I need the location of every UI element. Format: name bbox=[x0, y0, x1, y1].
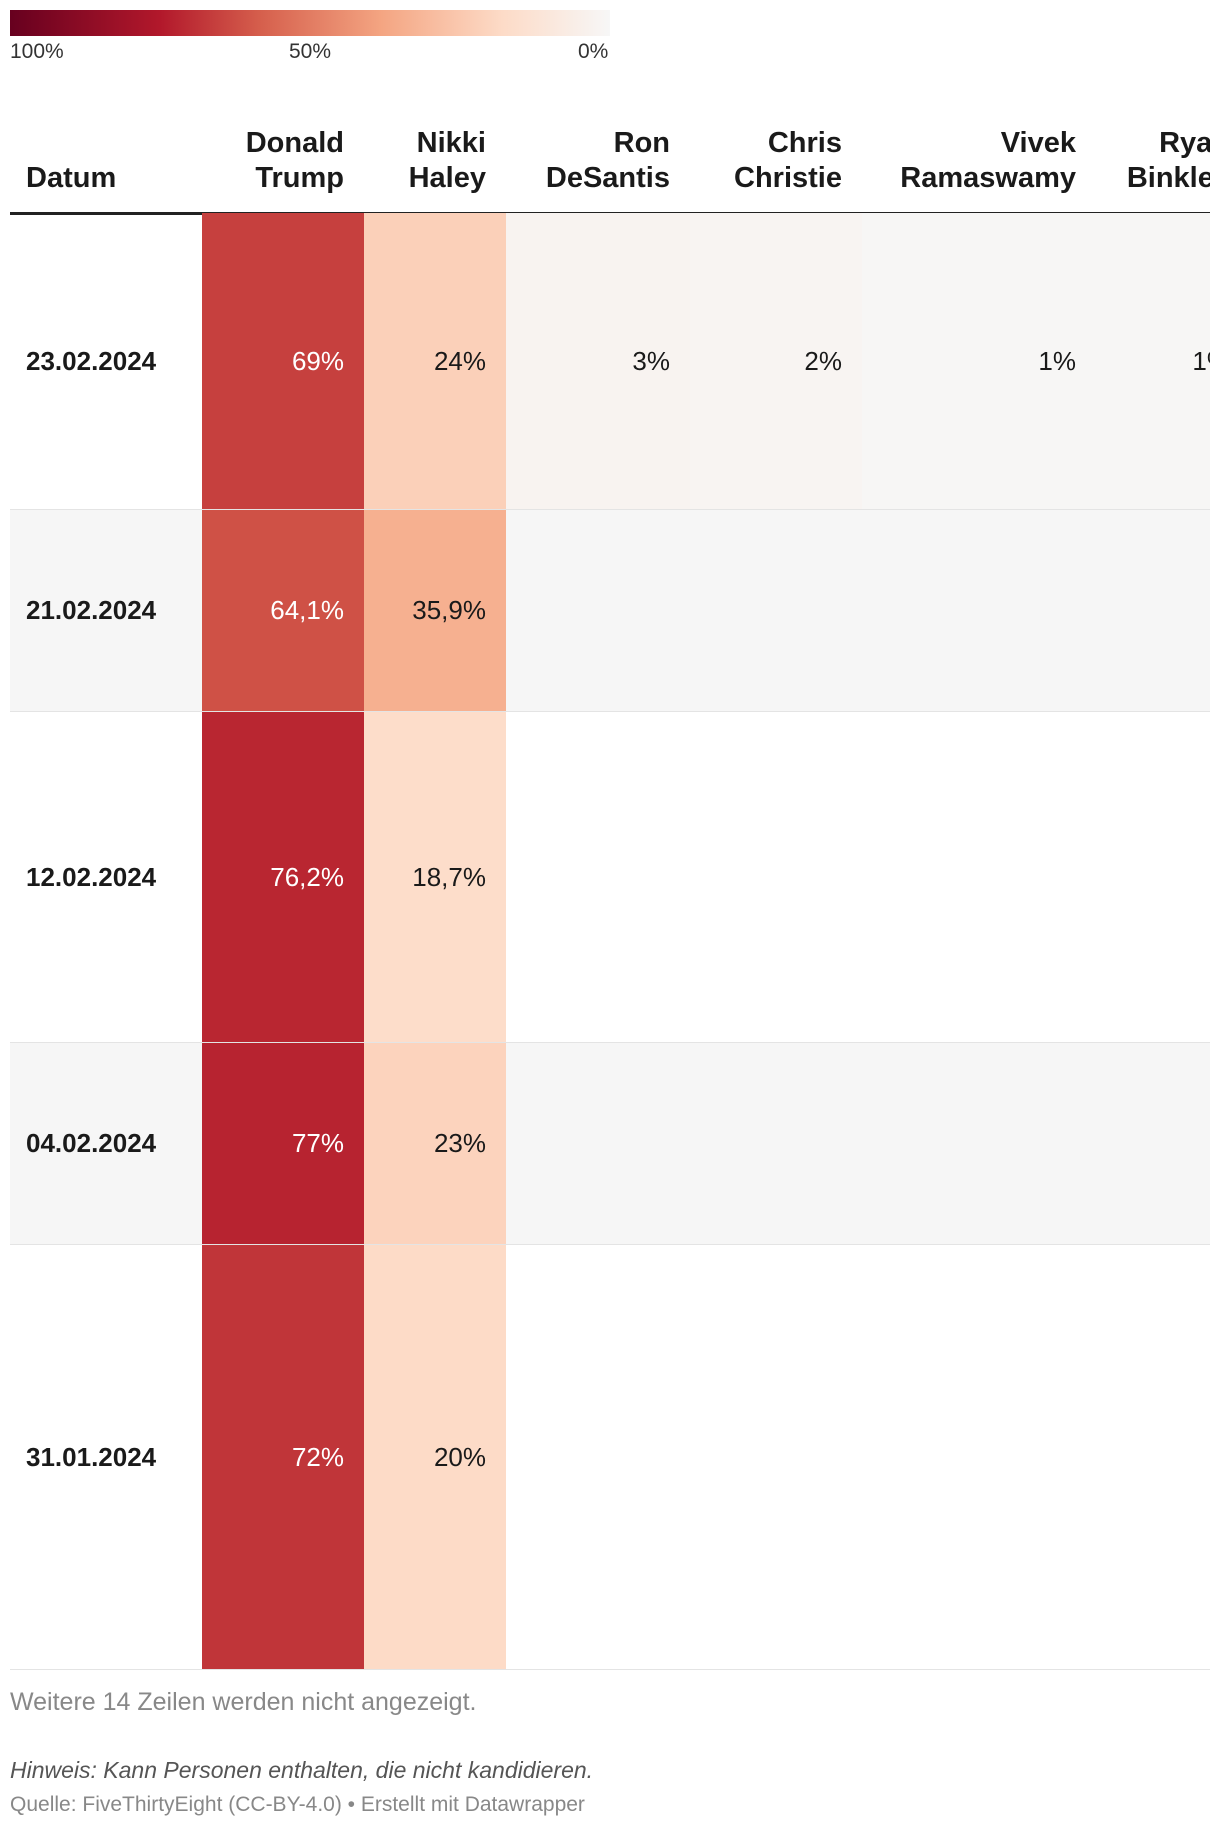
heatmap-cell: 35,9% bbox=[364, 510, 506, 711]
heatmap-cell bbox=[1096, 1043, 1210, 1244]
legend-tick-100: 100% bbox=[10, 40, 64, 63]
table-row: 12.02.2024 76,2% 18,7% bbox=[10, 712, 1210, 1043]
heatmap-cell bbox=[690, 712, 862, 1042]
legend-tick-0: 0% bbox=[578, 40, 609, 63]
header-candidate: Donald Trump bbox=[245, 127, 344, 194]
row-date: 21.02.2024 bbox=[26, 595, 157, 625]
heatmap-cell bbox=[690, 1245, 862, 1669]
row-date: 12.02.2024 bbox=[26, 861, 157, 892]
heatmap-cell: 20% bbox=[364, 1245, 506, 1669]
heatmap-cell bbox=[506, 1043, 690, 1244]
color-legend: 100% 50% 0% bbox=[10, 10, 610, 63]
heatmap-cell bbox=[1096, 1245, 1210, 1669]
heatmap-cell: 64,1% bbox=[202, 510, 364, 711]
heatmap-cell: 23% bbox=[364, 1043, 506, 1244]
heatmap-cell: 72% bbox=[202, 1245, 364, 1669]
heatmap-cell: 76,2% bbox=[202, 712, 364, 1042]
more-rows-note: Weitere 14 Zeilen werden nicht angezeigt… bbox=[10, 1688, 477, 1716]
poll-table: Datum Donald Trump Nikki Haley Ron DeSantis Chr… bbox=[10, 0, 1210, 1680]
heatmap-cell bbox=[690, 510, 862, 711]
heatmap-cell: 1% bbox=[862, 213, 1096, 509]
header-date: Datum bbox=[26, 162, 117, 194]
legend-tick-50: 50% bbox=[289, 40, 332, 63]
row-date: 31.01.2024 bbox=[26, 1441, 157, 1472]
row-date: 23.02.2024 bbox=[26, 345, 157, 376]
heatmap-cell bbox=[690, 1043, 862, 1244]
heatmap-cell bbox=[862, 1043, 1096, 1244]
source-line: Quelle: FiveThirtyEight (CC-BY-4.0) • Er… bbox=[10, 1793, 585, 1816]
header-candidate: Nikki Haley bbox=[408, 127, 486, 194]
heatmap-cell: 18,7% bbox=[364, 712, 506, 1042]
table-row: 31.01.2024 72% 20% bbox=[10, 1245, 1210, 1670]
table-row: 21.02.2024 64,1% 35,9% bbox=[10, 510, 1210, 712]
heatmap-cell bbox=[862, 1245, 1096, 1669]
header-candidate: Vivek Ramaswamy bbox=[900, 127, 1076, 194]
row-date: 04.02.2024 bbox=[26, 1128, 157, 1158]
heatmap-cell: 2% bbox=[690, 213, 862, 509]
table-header: Datum Donald Trump Nikki Haley Ron DeSantis Chr… bbox=[10, 118, 1210, 215]
heatmap-cell bbox=[862, 510, 1096, 711]
heatmap-cell: 69% bbox=[202, 213, 364, 509]
heatmap-cell: 3% bbox=[506, 213, 690, 509]
heatmap-cell bbox=[506, 1245, 690, 1669]
footnote: Hinweis: Kann Personen enthalten, die ni… bbox=[10, 1757, 594, 1783]
heatmap-cell bbox=[1096, 510, 1210, 711]
heatmap-cell bbox=[506, 510, 690, 711]
heatmap-cell bbox=[1096, 712, 1210, 1042]
header-candidate: RyanBinkley bbox=[1126, 127, 1210, 194]
legend-gradient-bar bbox=[10, 10, 610, 36]
heatmap-cell: 1% bbox=[1096, 213, 1210, 509]
header-candidate: Chris Christie bbox=[734, 127, 842, 194]
heatmap-cell bbox=[506, 712, 690, 1042]
heatmap-cell: 77% bbox=[202, 1043, 364, 1244]
table-row: 04.02.2024 77% 23% bbox=[10, 1043, 1210, 1245]
heatmap-cell: 24% bbox=[364, 213, 506, 509]
header-candidate: Ron DeSantis bbox=[545, 127, 670, 194]
heatmap-cell bbox=[862, 712, 1096, 1042]
